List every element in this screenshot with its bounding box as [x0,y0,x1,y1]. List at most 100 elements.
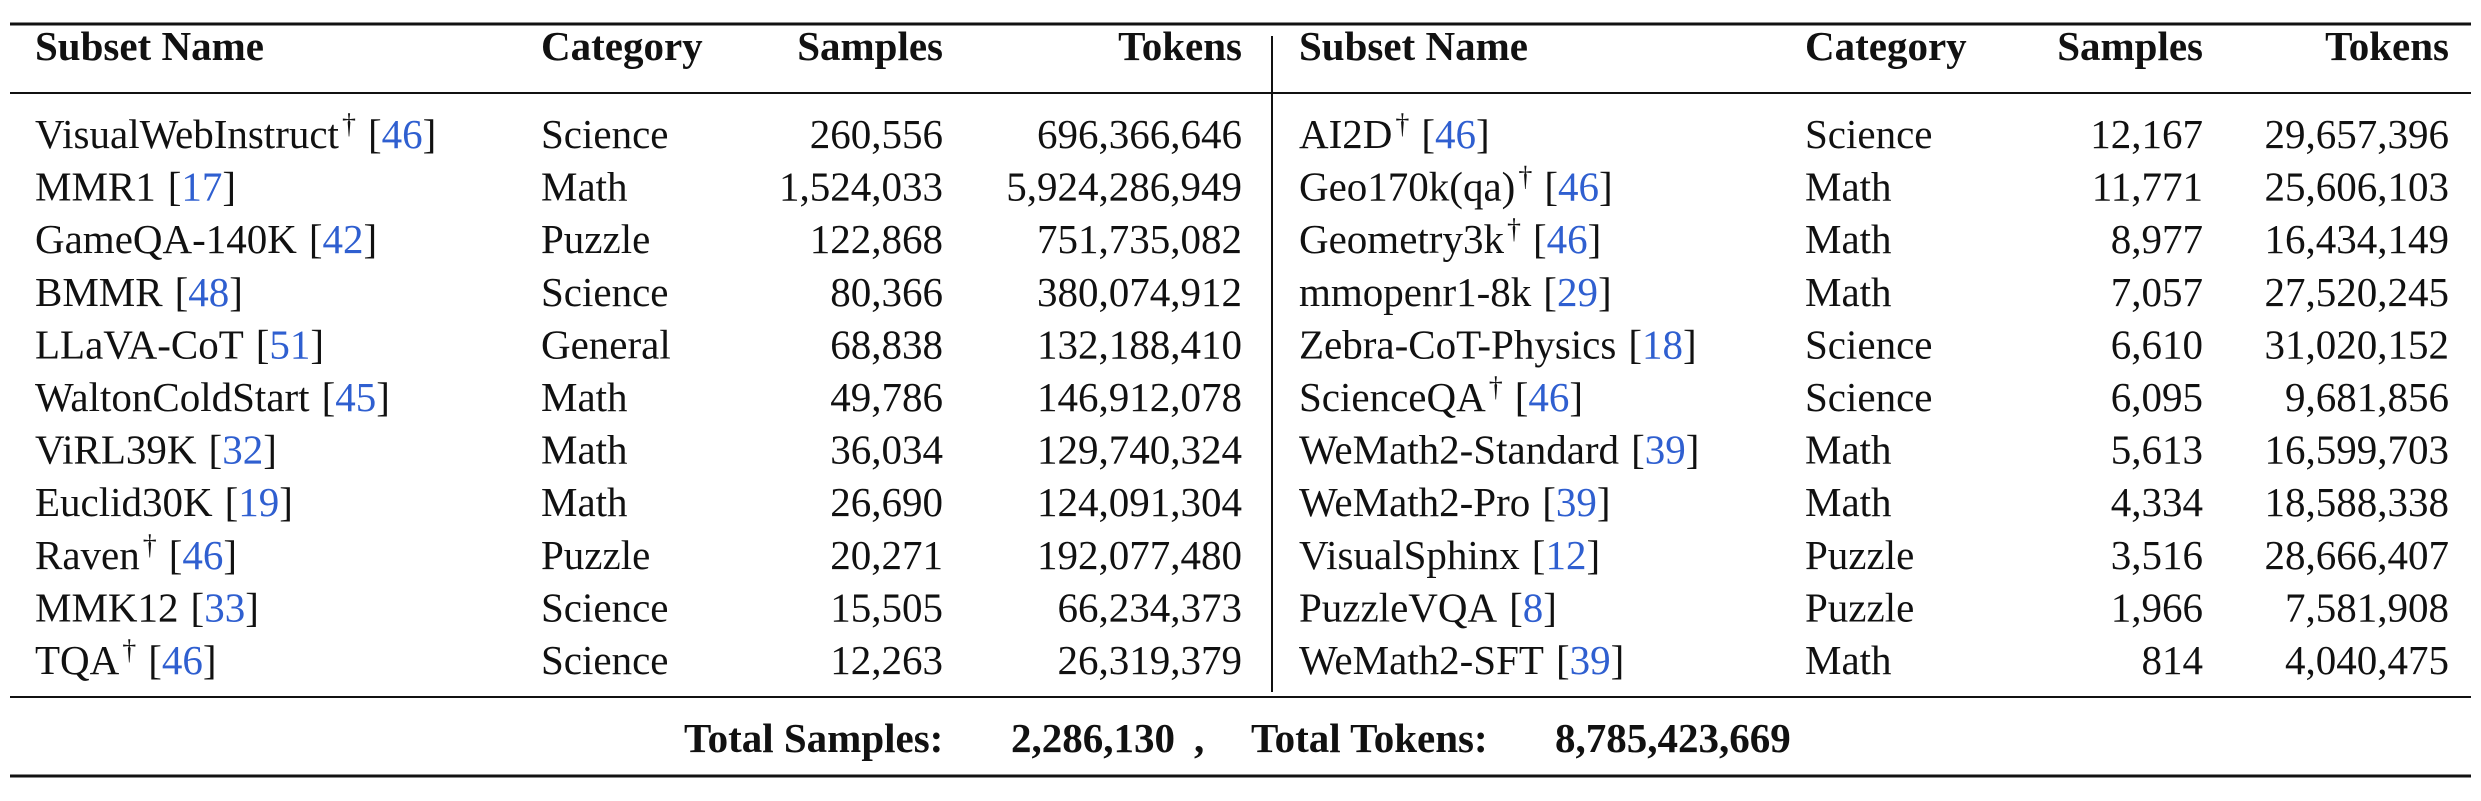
citation-number[interactable]: 46 [382,111,423,157]
tokens: 29,657,396 [2265,111,2450,157]
tokens: 9,681,856 [2285,374,2449,420]
citation-number[interactable]: 8 [1523,584,1544,630]
name: BMMR [35,269,163,315]
subset-name: MMK12 [33] [35,584,259,630]
citation-number[interactable]: 18 [1642,321,1683,367]
citation-number[interactable]: 39 [1570,637,1611,683]
citation-number[interactable]: 46 [182,532,223,578]
subset-name: Zebra-CoT-Physics [18] [1299,321,1697,367]
citation-number[interactable]: 19 [238,479,279,525]
citation: [46] [169,532,237,578]
dagger: † [143,530,157,561]
tokens: 16,434,149 [2265,216,2450,262]
samples: 6,610 [2111,321,2203,367]
total-samples: 2,286,130 [1011,715,1175,761]
citation: [46] [368,111,436,157]
citation-number[interactable]: 46 [1435,111,1476,157]
tokens: 16,599,703 [2265,427,2450,473]
samples: 6,095 [2111,374,2203,420]
citation: [32] [209,427,277,473]
citation: [51] [256,321,324,367]
citation-number[interactable]: 46 [1558,164,1599,210]
tokens: 7,581,908 [2285,584,2449,630]
samples: 49,786 [830,374,943,420]
category: General [541,321,671,367]
name: WeMath2-Standard [1299,427,1619,473]
name: MMR1 [35,164,156,210]
name: mmopenr1-8k [1299,269,1532,315]
samples: 12,263 [830,637,943,683]
subset-name: MMR1 [17] [35,164,236,210]
citation: [46] [1544,164,1612,210]
samples: 122,868 [810,216,943,262]
category: Math [541,427,628,473]
column-header: Samples [797,23,943,69]
total-tokens: 8,785,423,669 [1555,715,1791,761]
category: Math [1805,427,1892,473]
name: LLaVA-CoT [35,321,244,367]
tokens: 696,366,646 [1037,111,1242,157]
category: Math [1805,164,1892,210]
subset-name: Geometry3k † [46] [1299,214,1601,262]
category: Puzzle [541,532,650,578]
tokens: 129,740,324 [1037,427,1242,473]
category: Science [1805,374,1932,420]
tokens: 132,188,410 [1037,321,1242,367]
samples: 8,977 [2111,216,2203,262]
citation-number[interactable]: 39 [1556,479,1597,525]
citation: [29] [1543,269,1611,315]
category: Math [541,479,628,525]
category: Puzzle [1805,532,1914,578]
subset-name: Euclid30K [19] [35,479,293,525]
subset-name: VisualSphinx [12] [1299,532,1600,578]
samples: 11,771 [2092,164,2203,210]
dagger: † [1518,162,1532,193]
tokens: 4,040,475 [2285,637,2449,683]
citation-number[interactable]: 46 [1528,374,1569,420]
category: Science [541,584,668,630]
citation-number[interactable]: 29 [1557,269,1598,315]
citation-number[interactable]: 32 [222,427,263,473]
subset-name: WeMath2-Standard [39] [1299,427,1699,473]
citation-number[interactable]: 48 [188,269,229,315]
dagger: † [122,635,136,666]
column-header: Category [1805,23,1967,69]
tokens: 25,606,103 [2265,164,2450,210]
citation-number[interactable]: 51 [269,321,310,367]
subset-name: Raven † [46] [35,530,237,578]
citation-number[interactable]: 39 [1645,427,1686,473]
samples: 26,690 [830,479,943,525]
citation: [33] [191,584,259,630]
citation-number[interactable]: 46 [162,637,203,683]
subset-name: LLaVA-CoT [51] [35,321,324,367]
citation-number[interactable]: 12 [1545,532,1586,578]
citation-number[interactable]: 46 [1547,216,1588,262]
citation: [46] [1515,374,1583,420]
subset-name: VisualWebInstruct † [46] [35,109,436,157]
samples: 68,838 [830,321,943,367]
column-header: Tokens [2325,23,2449,69]
citation: [8] [1509,584,1557,630]
citation-number[interactable]: 42 [323,216,364,262]
subset-name: GameQA-140K [42] [35,216,377,262]
category: Science [541,637,668,683]
citation-number[interactable]: 17 [181,164,222,210]
column-header: Samples [2057,23,2203,69]
citation-number[interactable]: 33 [204,584,245,630]
column-header: Subset Name [1299,23,1528,69]
tokens: 18,588,338 [2265,479,2450,525]
name: TQA [35,637,120,683]
name: WeMath2-SFT [1299,637,1544,683]
category: Math [1805,637,1892,683]
category: Science [1805,111,1932,157]
subset-name: ScienceQA † [46] [1299,372,1583,420]
tokens: 28,666,407 [2265,532,2450,578]
samples: 12,167 [2090,111,2203,157]
citation: [46] [1533,216,1601,262]
tokens: 380,074,912 [1037,269,1242,315]
name: VisualSphinx [1299,532,1520,578]
samples: 1,966 [2111,584,2203,630]
citation-number[interactable]: 45 [335,374,376,420]
category: Science [541,269,668,315]
citation: [39] [1631,427,1699,473]
